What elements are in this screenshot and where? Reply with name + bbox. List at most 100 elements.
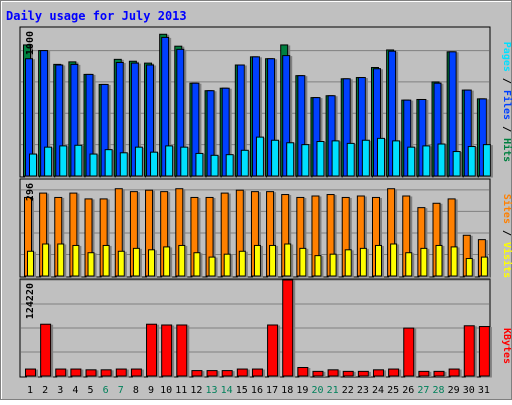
x-tick-label-day-27: 27 <box>417 385 429 396</box>
bar-sites-day-11 <box>178 244 186 277</box>
bar-pages-day-4 <box>74 144 83 177</box>
x-tick-label-day-2: 2 <box>42 385 48 396</box>
bar-pages-day-11 <box>180 146 189 177</box>
x-tick-label-day-10: 10 <box>160 385 172 396</box>
x-tick-label-day-23: 23 <box>357 385 369 396</box>
bar-sites-day-4 <box>72 244 80 277</box>
bar-kbytes-day-4 <box>70 368 82 377</box>
x-axis-day-labels: 1 2 3 4 5 6 7 8 9 10 11 12 13 14 15 16 17 18 19 20 21 22 23 24 2… <box>27 385 490 396</box>
bar-pages-day-20 <box>316 141 325 177</box>
bar-kbytes-day-15 <box>236 368 248 377</box>
bar-kbytes-day-29 <box>448 368 460 377</box>
bar-sites-day-7 <box>117 250 125 277</box>
bar-pages-day-18 <box>286 142 295 177</box>
ylabel-part-sites: Sites <box>501 194 512 224</box>
bar-pages-day-7 <box>119 152 128 177</box>
bar-kbytes-day-13 <box>206 370 218 377</box>
bar-pages-day-14 <box>225 154 234 177</box>
x-tick-label-day-31: 31 <box>478 385 490 396</box>
bar-sites-day-19 <box>299 247 307 277</box>
bar-sites-day-8 <box>132 247 140 277</box>
bars-panel-hits-files-pages <box>23 33 491 177</box>
bar-pages-day-17 <box>271 139 280 177</box>
bar-kbytes-day-19 <box>297 366 309 377</box>
ymax-label-kbytes: 124220 <box>25 283 36 319</box>
x-tick-label-day-26: 26 <box>402 385 414 396</box>
x-tick-label-day-18: 18 <box>281 385 293 396</box>
bar-kbytes-day-1 <box>25 368 36 377</box>
bar-pages-day-16 <box>255 136 264 177</box>
bar-sites-day-16 <box>253 244 261 277</box>
ylabel-part-visits: Visits <box>501 242 512 278</box>
ylabel-part-pages: Pages <box>501 42 512 72</box>
x-tick-label-day-4: 4 <box>72 385 78 396</box>
bar-sites-day-5 <box>87 252 95 277</box>
bar-sites-day-20 <box>314 255 322 277</box>
bar-sites-day-30 <box>465 258 473 277</box>
x-tick-label-day-8: 8 <box>133 385 139 396</box>
bar-sites-day-17 <box>269 244 277 277</box>
ylabel-part-hits: Hits <box>501 138 512 162</box>
bar-kbytes-day-20 <box>312 370 324 377</box>
bar-files-day-16 <box>251 56 260 177</box>
bar-pages-day-9 <box>150 151 159 177</box>
ylabel-hits-files-pages: Pages / Files / Hits <box>501 42 512 162</box>
bar-kbytes-day-22 <box>342 370 354 377</box>
x-tick-label-day-19: 19 <box>296 385 308 396</box>
bar-pages-day-10 <box>165 145 174 177</box>
bar-kbytes-day-7 <box>115 368 127 377</box>
bar-sites-day-23 <box>359 247 367 277</box>
bar-sites-day-31 <box>480 256 488 277</box>
bar-sites-day-28 <box>435 244 443 277</box>
x-tick-label-day-6: 6 <box>103 385 109 396</box>
bar-pages-day-3 <box>59 145 68 177</box>
bar-sites-day-6 <box>102 244 110 277</box>
bar-kbytes-day-31 <box>478 326 490 377</box>
bar-kbytes-day-2 <box>40 323 52 377</box>
bar-kbytes-day-21 <box>327 369 339 377</box>
bar-kbytes-day-10 <box>161 324 173 377</box>
bar-pages-day-27 <box>422 145 431 177</box>
x-tick-label-day-14: 14 <box>221 385 233 396</box>
x-tick-label-day-29: 29 <box>448 385 460 396</box>
bar-sites-day-10 <box>163 246 171 277</box>
bar-pages-day-6 <box>104 149 113 177</box>
bar-kbytes-day-8 <box>130 368 142 377</box>
bar-kbytes-day-14 <box>221 370 233 377</box>
bar-kbytes-day-12 <box>191 370 203 377</box>
x-tick-label-day-15: 15 <box>236 385 248 396</box>
bar-kbytes-day-26 <box>403 327 415 377</box>
ymax-label-hits-files-pages: 1000 <box>25 31 36 55</box>
ymax-label-visits-sites: 296 <box>25 183 36 201</box>
bar-kbytes-day-5 <box>85 369 97 377</box>
bar-pages-day-22 <box>346 142 355 177</box>
x-tick-label-day-16: 16 <box>251 385 263 396</box>
bar-sites-day-26 <box>405 252 413 277</box>
x-tick-label-day-20: 20 <box>311 385 323 396</box>
bar-sites-day-14 <box>223 253 231 277</box>
bar-kbytes-day-28 <box>433 370 445 377</box>
bar-sites-day-27 <box>420 247 428 277</box>
bar-kbytes-day-18 <box>282 279 294 377</box>
bar-pages-day-12 <box>195 152 204 177</box>
bar-pages-day-25 <box>392 140 401 177</box>
bar-kbytes-day-27 <box>418 370 430 377</box>
x-tick-label-day-5: 5 <box>88 385 94 396</box>
bar-pages-day-13 <box>210 154 219 177</box>
bar-kbytes-day-3 <box>55 368 67 377</box>
bar-kbytes-day-9 <box>146 323 158 377</box>
bar-pages-day-23 <box>361 139 370 177</box>
ylabel-part-files: Files <box>501 90 512 120</box>
bar-pages-day-28 <box>437 143 446 177</box>
bar-kbytes-day-25 <box>388 368 400 377</box>
chart-title: Daily usage for July 2013 <box>6 9 187 23</box>
bar-pages-day-24 <box>376 137 385 177</box>
x-tick-label-day-12: 12 <box>190 385 202 396</box>
bar-sites-day-25 <box>390 243 398 277</box>
x-tick-label-day-11: 11 <box>175 385 187 396</box>
bar-sites-day-13 <box>208 256 216 277</box>
bar-sites-day-21 <box>329 253 337 277</box>
bar-sites-day-24 <box>374 244 382 277</box>
bar-sites-day-18 <box>284 243 292 277</box>
bars-panel-kbytes <box>25 279 490 377</box>
